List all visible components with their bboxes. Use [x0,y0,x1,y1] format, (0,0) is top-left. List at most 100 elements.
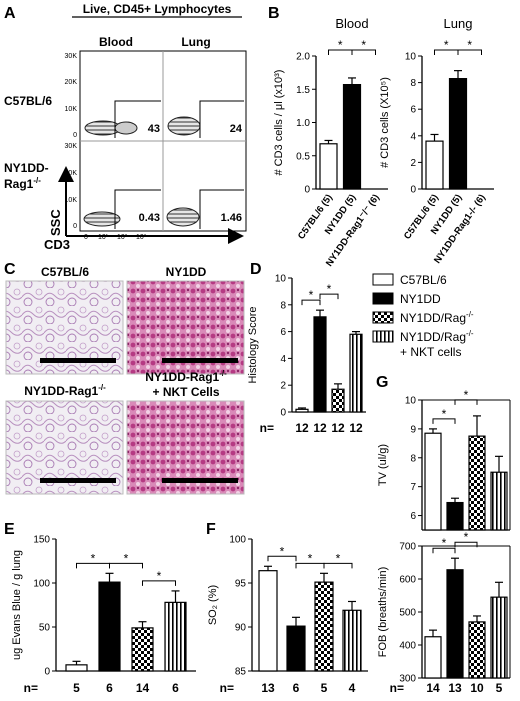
y-tick-label: 95 [235,579,247,590]
chart-title: Blood [335,16,368,31]
panel-letter-c: C [4,261,16,278]
y-tick-label: 2 [280,381,286,392]
scale-bar-c57 [40,358,116,363]
y-tick-label: 85 [235,667,247,678]
y-tick-label: 150 [33,535,50,546]
bar [446,569,464,679]
bar [425,140,444,190]
y-tick-label: 500 [399,608,416,619]
flow-row-label-c57: C57BL/6 [4,94,52,108]
panel-letter-d: D [250,261,262,278]
significance-star: * [157,569,162,583]
y-axis-label: SO₂ (%) [207,585,219,625]
y-tick-label: 2.0 [296,52,310,63]
n-value: 13 [261,681,275,695]
bar [342,609,362,672]
significance-star: * [280,544,285,558]
flow-ytick-10k-r1: 10K [65,106,78,113]
y-tick-label: 10 [275,274,287,285]
n-value: 14 [136,681,150,695]
significance-star: * [91,551,96,565]
significance-bracket [457,49,482,55]
legend-label-rag-nkt: NY1DD/Rag-/- [400,329,474,344]
significance-star: * [124,551,129,565]
flow-xtick-1: 10¹ [98,234,109,241]
y-axis-label: ug Evans Blue / g lung [11,550,23,660]
flow-column-lung: Lung [181,35,210,49]
significance-star: * [336,551,341,565]
significance-bracket [301,299,321,306]
y-tick-label: 0 [304,185,310,196]
bar [424,636,442,679]
y-tick-label: 10 [405,52,417,63]
histology-title-ny1dd: NY1DD [166,265,207,279]
significance-star: * [361,38,366,52]
significance-bracket [432,418,456,424]
significance-star: * [444,38,449,52]
y-tick-label: 8 [410,453,416,464]
n-value: 12 [295,421,309,435]
significance-bracket [351,49,376,55]
bar [286,625,306,672]
y-tick-label: 100 [229,535,246,546]
flow-value-lung-rag: 1.46 [221,212,242,224]
legend-label-rag: NY1DD/Rag-/- [400,310,474,325]
bar [98,581,121,672]
n-value: 10 [470,681,484,695]
n-value: 13 [448,681,462,695]
y-axis-label: # CD3 cells / μl (x10³) [273,70,285,176]
flow-plot-blood-rag: 0.43 [83,189,161,229]
flow-xlabel: CD3 [44,237,70,252]
bar [314,581,334,672]
significance-bracket [454,399,478,405]
significance-bracket [267,555,297,562]
y-tick-label: 6 [410,105,416,116]
y-tick-label: 10 [405,396,417,407]
bar [490,471,508,531]
chart-g-fob: 300 400 500 600 700 FOB (breaths/min) * * n= 14 13… [377,530,511,695]
n-value: 6 [106,681,113,695]
bar [65,664,88,672]
significance-star: * [442,407,447,421]
bar [258,570,278,672]
legend-swatch-rag-nkt [372,330,394,343]
bar [446,501,464,531]
flow-plot-lung-rag: 1.46 [166,189,244,229]
y-tick-label: 6 [280,327,286,338]
significance-star: * [464,530,469,544]
chart-b-blood: 0 0.5 1.0 1.5 2.0 # CD3 cells / μl (x10³) Bloo… [273,16,388,269]
y-tick-label: 0 [280,408,286,419]
bar [131,627,154,672]
legend-swatch-c57 [372,273,394,286]
n-prefix: n= [24,681,38,695]
flow-xtick-2: 10² [117,234,128,241]
bar [342,83,362,190]
significance-star: * [308,551,313,565]
n-value: 12 [349,421,363,435]
panel-letter-e: E [4,521,15,538]
flow-xtick-0: 0 [84,234,88,241]
significance-star: * [442,536,447,550]
y-tick-label: 0 [410,185,416,196]
bar [331,388,345,413]
y-tick-label: 400 [399,641,416,652]
significance-bracket [319,293,339,300]
significance-bracket [432,547,456,554]
bar [349,333,363,413]
y-tick-label: 1.5 [296,85,310,96]
flow-ytick-10k-r2: 10K [65,197,78,204]
y-tick-label: 600 [399,575,416,586]
n-value: 5 [496,681,503,695]
histology-title-c57: C57BL/6 [41,265,89,279]
legend-label-ny1dd: NY1DD [400,292,441,306]
bar [319,143,338,190]
flow-plot-blood-c57: 43 [84,100,161,138]
significance-star: * [467,38,472,52]
panel-letter-b: B [268,5,280,22]
chart-e: 0 50 100 150 ug Evans Blue / g lung * * * n= 5 6 14… [11,535,196,695]
panel-letter-g: G [376,374,388,391]
flow-ylabel: SSC [48,209,63,236]
y-axis-label: # CD3 cells (X10⁵) [379,77,391,168]
